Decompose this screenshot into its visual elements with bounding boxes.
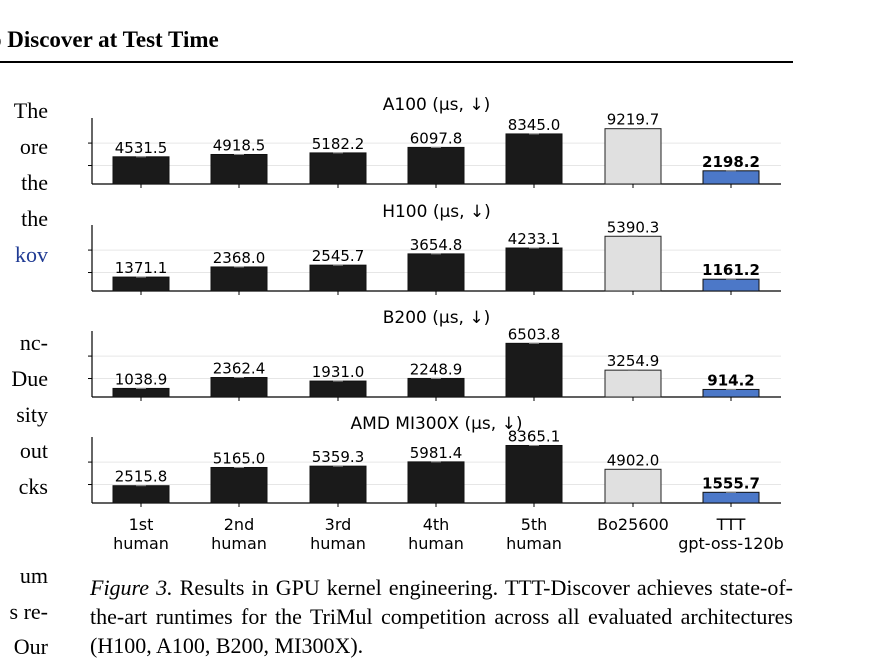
bar-2nd-human (210, 153, 268, 185)
data-label: 6097.8 (410, 129, 463, 147)
left-column-fragment: kov (15, 242, 48, 267)
data-label: 4902.0 (607, 451, 660, 469)
left-column-fragment: ore (19, 134, 48, 159)
data-label: 4233.1 (508, 230, 561, 248)
data-label: 5359.3 (312, 448, 365, 466)
data-label: 2515.8 (115, 468, 168, 486)
left-column-fragment: sity (16, 402, 48, 427)
data-label: 5981.4 (410, 444, 463, 462)
x-tick-label: Bo25600 (597, 515, 669, 534)
left-column-fragment: out (19, 438, 48, 463)
data-label: 5182.2 (312, 135, 365, 153)
data-label: 6503.8 (508, 325, 561, 343)
data-label: 914.2 (707, 371, 754, 389)
x-tick-label: 5th human (506, 515, 562, 553)
bar-1st-human (112, 485, 170, 504)
bar-ttt-gpt-oss-120b (702, 388, 760, 398)
left-column-fragment: Our (13, 634, 48, 659)
bar-5th-human (505, 247, 563, 292)
left-column-fragment: cks (18, 474, 48, 499)
left-column-fragment: um (19, 563, 48, 588)
data-label: 1555.7 (702, 474, 760, 492)
data-label: 2368.0 (213, 249, 266, 267)
bar-ttt-gpt-oss-120b (702, 170, 760, 185)
panel-amd-mi300x-s: AMD MI300X (μs, ↓) 2515.8 5165.0 5359.3 5981… (88, 414, 781, 507)
bar-4th-human (407, 146, 465, 185)
data-label: 2198.2 (702, 153, 760, 171)
data-label: 2362.4 (213, 360, 266, 378)
data-label: 1371.1 (115, 259, 168, 277)
panel-h100-s: H100 (μs, ↓) 1371.1 2368.0 2545.7 3654.8 4233… (88, 202, 781, 295)
bar-5th-human (505, 444, 563, 504)
gpu-kernel-figure: A100 (μs, ↓) 4531.5 4918.5 5182.2 6097.8 8345… (88, 95, 784, 553)
left-column-fragment: s re- (9, 599, 48, 624)
panel-title: AMD MI300X (μs, ↓) (351, 414, 523, 434)
data-label: 8345.0 (508, 116, 561, 134)
data-label: 2545.7 (312, 247, 365, 265)
bar-1st-human (112, 276, 170, 292)
bar-ttt-gpt-oss-120b (702, 491, 760, 504)
header-rule (0, 61, 793, 63)
bar-3rd-human (309, 465, 367, 504)
panel-title: A100 (μs, ↓) (383, 95, 490, 115)
x-tick-label: TTT gpt-oss-120b (678, 515, 784, 553)
data-label: 3654.8 (410, 236, 463, 254)
data-label: 5165.0 (213, 449, 266, 467)
bar-2nd-human (210, 377, 268, 398)
x-tick-label: 2nd human (211, 515, 267, 553)
bar-bo25600 (604, 369, 662, 398)
bar-4th-human (407, 377, 465, 398)
data-label: 4531.5 (115, 139, 168, 157)
data-label: 3254.9 (607, 352, 660, 370)
data-label: 1931.0 (312, 363, 365, 381)
bar-2nd-human (210, 466, 268, 504)
data-label: 8365.1 (508, 427, 561, 445)
panel-b200-s: B200 (μs, ↓) 1038.9 2362.4 1931.0 2248.9 6503… (88, 308, 781, 401)
data-label: 1038.9 (115, 370, 168, 388)
figure-caption-label: Figure 3. (90, 575, 173, 600)
data-label: 5390.3 (607, 218, 660, 236)
x-tick-label: 3rd human (310, 515, 366, 553)
left-column-fragment: The (13, 98, 48, 123)
bar-3rd-human (309, 152, 367, 185)
bar-3rd-human (309, 380, 367, 398)
bar-4th-human (407, 253, 465, 292)
left-column-fragment: the (21, 170, 48, 195)
bar-3rd-human (309, 264, 367, 292)
bar-bo25600 (604, 468, 662, 504)
x-tick-label: 4th human (408, 515, 464, 553)
left-column-fragment: Due (11, 366, 48, 391)
bar-bo25600 (604, 235, 662, 292)
bar-2nd-human (210, 266, 268, 292)
left-column-fragment: nc- (19, 330, 48, 355)
data-label: 4918.5 (213, 136, 266, 154)
bar-4th-human (407, 461, 465, 504)
bar-1st-human (112, 156, 170, 185)
page-header-title: o Discover at Test Time (0, 27, 219, 52)
left-column-fragment: the (21, 206, 48, 231)
bar-5th-human (505, 133, 563, 185)
data-label: 1161.2 (702, 261, 760, 279)
figure-caption: Figure 3. Results in GPU kernel engineer… (90, 573, 793, 660)
bar-1st-human (112, 387, 170, 398)
x-tick-label: 1st human (113, 515, 169, 553)
bar-ttt-gpt-oss-120b (702, 278, 760, 292)
bar-bo25600 (604, 128, 662, 185)
data-label: 2248.9 (410, 360, 463, 378)
data-label: 9219.7 (607, 111, 660, 129)
panel-title: H100 (μs, ↓) (382, 202, 491, 222)
bar-5th-human (505, 342, 563, 398)
panel-title: B200 (μs, ↓) (383, 308, 491, 328)
panel-a100-s: A100 (μs, ↓) 4531.5 4918.5 5182.2 6097.8 8345… (88, 95, 781, 188)
